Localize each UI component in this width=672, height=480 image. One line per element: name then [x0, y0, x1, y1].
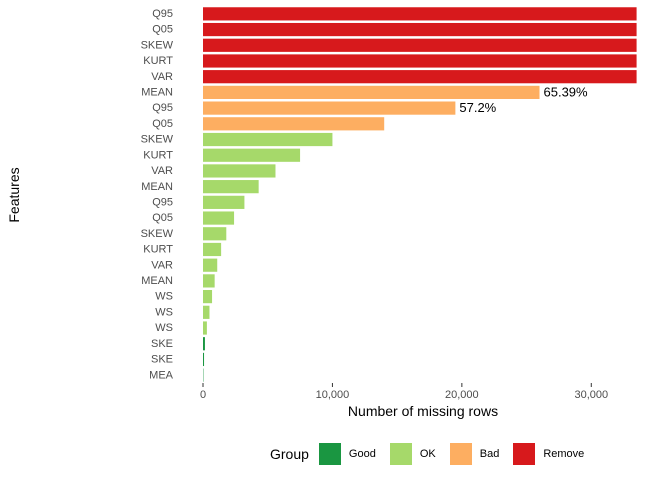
y-tick-label: Q05 — [152, 212, 173, 224]
y-tick-label: Q95 — [152, 102, 173, 114]
y-tick-label: SKEW — [141, 228, 174, 240]
y-tick-label: VAR — [151, 71, 173, 83]
bar-ok — [203, 180, 259, 194]
bar-ok — [203, 242, 222, 257]
legend-item-bad: Bad — [449, 443, 500, 465]
bar-ok — [203, 132, 333, 147]
y-tick-label: SKEW — [141, 134, 174, 146]
bar-ok — [203, 211, 235, 225]
y-tick-label: MEA — [149, 369, 174, 381]
legend-key — [513, 443, 536, 465]
legend-key — [389, 443, 412, 465]
y-tick-label: WS — [155, 322, 173, 334]
y-tick-label: SKEW — [141, 39, 174, 51]
legend-item-good: Good — [318, 443, 376, 465]
bars-layer — [203, 7, 637, 382]
bar-remove — [203, 38, 637, 52]
legend-item-ok: OK — [389, 443, 436, 465]
bar-remove — [203, 54, 637, 68]
bar-ok — [203, 195, 245, 209]
x-tick-label: 0 — [200, 389, 206, 401]
y-tick-label: SKE — [151, 338, 173, 350]
y-tick-label: VAR — [151, 165, 173, 177]
y-axis-title: Features — [6, 167, 22, 222]
x-tick-label: 20,000 — [445, 389, 479, 401]
legend-title: Group — [270, 446, 309, 462]
y-tick-label: Q95 — [152, 8, 173, 20]
x-tick-label: 10,000 — [316, 389, 350, 401]
y-tick-label: KURT — [143, 55, 173, 67]
bar-bad — [203, 117, 385, 131]
y-axis-tick-labels: Q95 Q05 SKEW KURT VAR MEAN Q95 Q05 SKEW KURT VAR ME… — [141, 8, 174, 381]
legend-label: Bad — [479, 448, 500, 460]
y-tick-label: MEAN — [141, 87, 173, 99]
y-tick-label: MEAN — [141, 181, 173, 193]
legend-key — [318, 443, 341, 465]
y-tick-label: MEAN — [141, 275, 173, 287]
x-tick-label: 30,000 — [574, 389, 608, 401]
y-tick-label: Q95 — [152, 196, 173, 208]
bar-remove — [203, 7, 637, 21]
legend-label: OK — [419, 448, 436, 460]
bar-ok — [203, 164, 276, 178]
y-tick-label: Q05 — [152, 118, 173, 130]
legend: Group Good OK Bad Remove — [270, 442, 598, 466]
bar-ok — [203, 227, 227, 241]
y-tick-label: VAR — [151, 259, 173, 271]
bar-ok — [203, 148, 301, 162]
bar-value-labels: 57.2% 65.39% — [459, 84, 588, 115]
bar-ok — [203, 290, 213, 304]
bar-good — [203, 352, 205, 367]
bar-good — [203, 337, 205, 351]
y-tick-label: KURT — [143, 149, 173, 161]
x-axis-ticks: 0 10,000 20,000 30,000 — [200, 383, 608, 401]
legend-item-remove: Remove — [513, 443, 584, 465]
legend-label: Good — [348, 448, 376, 460]
legend-key — [449, 443, 472, 465]
y-tick-label: SKE — [151, 354, 173, 366]
x-axis-title: Number of missing rows — [348, 403, 498, 419]
bar-ok — [203, 321, 207, 335]
bar-remove — [203, 70, 637, 84]
bar-bad — [203, 101, 456, 115]
bar-value-label: 65.39% — [544, 84, 589, 99]
bar-ok — [203, 274, 215, 288]
bar-remove — [203, 22, 637, 37]
legend-items: Good OK Bad Remove — [318, 443, 598, 465]
y-tick-label: WS — [155, 291, 173, 303]
y-tick-label: KURT — [143, 244, 173, 256]
legend-label: Remove — [543, 448, 585, 460]
bar-bad — [203, 85, 540, 99]
y-tick-label: WS — [155, 306, 173, 318]
bar-value-label: 57.2% — [459, 100, 496, 115]
bar-ok — [203, 305, 210, 319]
bar-ok — [203, 258, 218, 272]
y-tick-label: Q05 — [152, 24, 173, 36]
